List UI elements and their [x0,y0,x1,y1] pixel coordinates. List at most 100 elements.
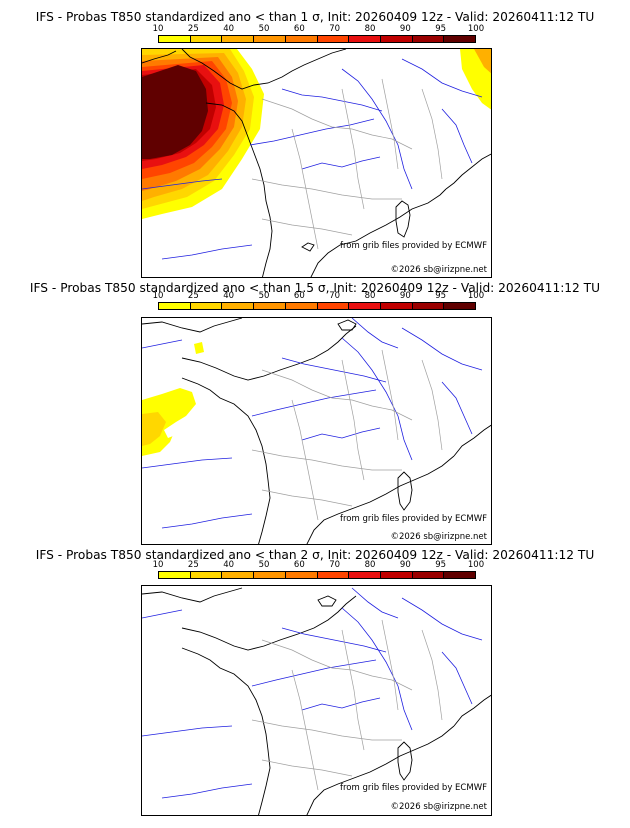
panel-title: IFS - Probas T850 standardized ano < tha… [35,10,595,24]
map-svg [142,318,491,544]
coastline-corsica [397,471,413,511]
prob-field-25 [142,412,166,446]
legend-tick-70: 70 [329,291,341,301]
prob-field-100 [142,65,208,159]
coastline-uk [142,587,243,603]
legend-swatch [254,303,286,309]
legend-swatch [444,572,476,578]
credit-copyright: ©2026 sb@irizpne.net [390,802,487,812]
legend-tick-90: 90 [399,291,411,301]
legend-tick-40: 40 [223,291,235,301]
legend-tick-50: 50 [258,291,270,301]
color-legend: 10 25 40 50 60 70 80 90 95 100 [153,24,485,48]
borders [251,349,443,521]
legend-tick-80: 80 [364,24,376,34]
legend-tick-25: 25 [187,560,199,570]
rivers [142,58,483,260]
legend-swatch [349,303,381,309]
coastline-italy [453,424,491,457]
legend-swatch [159,303,191,309]
legend-tick-50: 50 [258,560,270,570]
legend-swatch [285,36,318,42]
legend-ticks: 10 25 40 50 60 70 80 90 95 100 [153,291,485,301]
legend-tick-40: 40 [223,560,235,570]
credit-source: from grib files provided by ECMWF [340,241,487,251]
legend-tick-10: 10 [152,560,164,570]
probability-map: from grib files provided by ECMWF ©2026 … [141,317,492,545]
legend-tick-100: 100 [467,560,485,570]
legend-tick-25: 25 [187,24,199,34]
legend-swatch [254,572,286,578]
legend-swatch [190,303,223,309]
legend-swatch [285,572,318,578]
coastline-corsica [395,200,411,238]
color-legend: 10 25 40 50 60 70 80 90 95 100 [153,560,485,584]
legend-tick-95: 95 [435,560,447,570]
rivers [142,587,483,799]
color-legend: 10 25 40 50 60 70 80 90 95 100 [153,291,485,315]
coastline-islands [337,319,357,331]
legend-tick-10: 10 [152,24,164,34]
map-svg [142,587,491,815]
legend-tick-40: 40 [223,24,235,34]
legend-swatch [412,303,445,309]
legend-tick-70: 70 [329,560,341,570]
legend-tick-60: 60 [293,291,305,301]
borders [251,619,443,791]
rivers [142,318,483,529]
legend-bar [158,302,476,310]
coastline-channel [181,595,357,651]
legend-swatch [254,36,286,42]
legend-swatch [317,572,350,578]
credit-source: from grib files provided by ECMWF [340,783,487,793]
legend-ticks: 10 25 40 50 60 70 80 90 95 100 [153,560,485,570]
legend-tick-25: 25 [187,291,199,301]
coastline-med [306,725,455,815]
prob-field-nw-10 [194,342,204,354]
legend-swatch [317,303,350,309]
legend-swatch [444,36,476,42]
legend-swatch [159,36,191,42]
credit-source: from grib files provided by ECMWF [340,514,487,524]
legend-tick-80: 80 [364,291,376,301]
credit-copyright: ©2026 sb@irizpne.net [390,532,487,542]
map-svg [142,49,491,277]
coastline-balearic [301,242,315,252]
coastline-italy [453,694,491,727]
legend-swatch [349,36,381,42]
legend-tick-60: 60 [293,24,305,34]
legend-swatch [412,36,445,42]
legend-tick-100: 100 [467,24,485,34]
credit-copyright: ©2026 sb@irizpne.net [390,265,487,275]
coastline-channel [181,49,347,90]
probability-map: from grib files provided by ECMWF ©2026 … [141,48,492,278]
coastline-brittany [205,102,273,277]
probability-map: from grib files provided by ECMWF ©2026 … [141,585,492,816]
panel-title: IFS - Probas T850 standardized ano < tha… [35,548,595,562]
legend-tick-10: 10 [152,291,164,301]
coastline-uk [142,50,177,64]
legend-swatch [380,36,413,42]
coastline-med [310,188,447,277]
coastline-channel [181,325,357,381]
legend-swatch [380,572,413,578]
legend-swatch [285,303,318,309]
legend-swatch [190,36,223,42]
prob-field-hole [164,416,190,438]
coastline-brittany [181,377,271,544]
legend-tick-70: 70 [329,24,341,34]
legend-swatch [412,572,445,578]
legend-swatch [222,303,255,309]
legend-tick-95: 95 [435,24,447,34]
legend-tick-90: 90 [399,560,411,570]
coastline-corsica [397,741,413,781]
legend-swatch [190,572,223,578]
legend-tick-90: 90 [399,24,411,34]
legend-tick-80: 80 [364,560,376,570]
legend-ticks: 10 25 40 50 60 70 80 90 95 100 [153,24,485,34]
legend-tick-50: 50 [258,24,270,34]
coastline-islands [317,595,337,607]
coastline-brittany [181,647,271,815]
legend-tick-95: 95 [435,291,447,301]
prob-field-ne-40 [474,49,491,74]
